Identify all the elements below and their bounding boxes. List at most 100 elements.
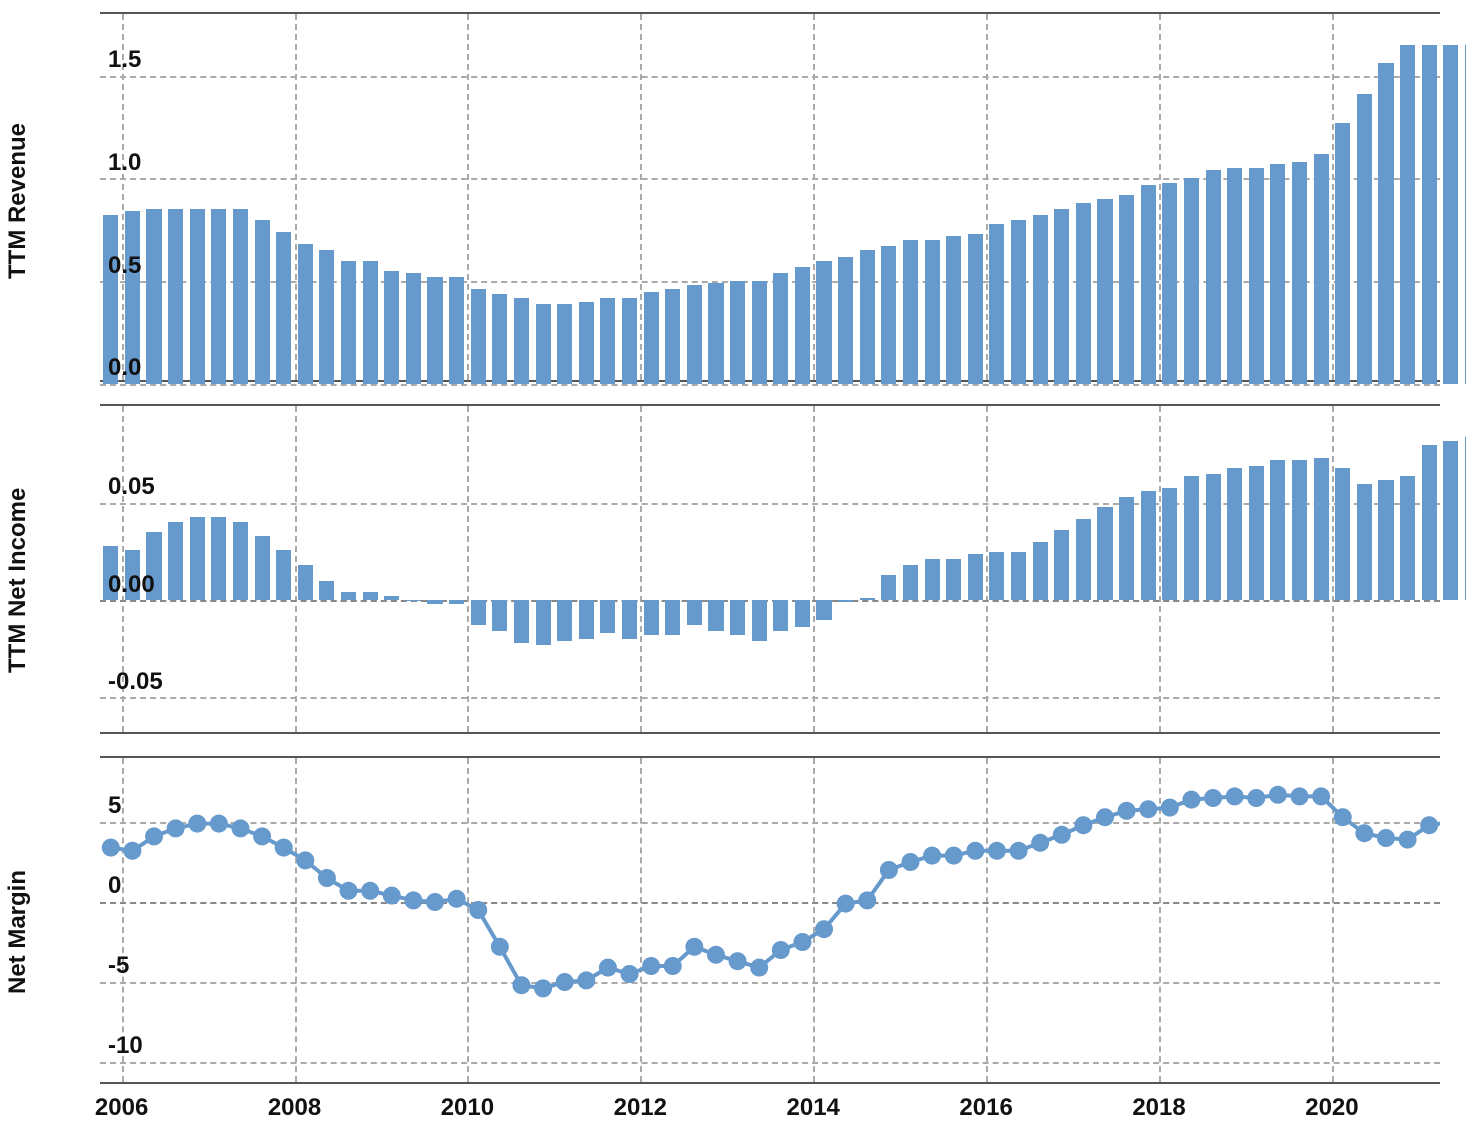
margin-marker [1226,787,1244,805]
net_income-bar [622,600,637,639]
revenue-bar [233,209,248,384]
net_income-bar [211,517,226,600]
margin-marker [1355,824,1373,842]
net_income-bar [795,600,810,627]
margin-marker [707,946,725,964]
revenue-y-title: TTM Revenue [4,123,32,279]
revenue-bar [1227,168,1242,384]
revenue-bar [687,285,702,384]
revenue-bar [708,283,723,384]
vgrid-line [640,14,642,380]
net_income-bar [665,600,680,635]
margin-marker [1334,808,1352,826]
y-tick-label: 0.05 [108,473,155,501]
vgrid-line [813,406,815,732]
net_income-bar [427,600,442,604]
net_income-bar [276,550,291,600]
revenue-bar [1206,170,1221,384]
revenue-bar [1011,220,1026,384]
vgrid-line [295,406,297,732]
margin-marker [1161,799,1179,817]
margin-marker [426,893,444,911]
net_income-bar [471,600,486,625]
margin-marker [556,973,574,991]
revenue-bar [1335,123,1350,384]
net_income-bar [773,600,788,631]
margin-marker [1139,800,1157,818]
revenue-bar [1076,203,1091,384]
net_income-bar [233,522,248,600]
margin-marker [102,839,120,857]
revenue-bar [536,304,551,384]
revenue-bar [1378,63,1393,384]
net_income-bar [752,600,767,641]
margin-marker [901,853,919,871]
revenue-bar [190,209,205,384]
margin-marker [340,882,358,900]
margin-marker [988,842,1006,860]
margin-marker [1269,786,1287,804]
net_income-bar [190,517,205,600]
revenue-bar [968,234,983,384]
net_income-bar [1011,552,1026,601]
revenue-bar [1097,199,1112,384]
margin-marker [469,901,487,919]
margin-marker [923,847,941,865]
margin-marker [1312,787,1330,805]
margin-marker [1204,789,1222,807]
net_income-bar [168,522,183,600]
revenue-bar [1270,164,1285,384]
vgrid-line [1159,406,1161,732]
margin-marker [750,959,768,977]
revenue-bar [730,281,745,384]
revenue-bar [1184,178,1199,384]
vgrid-line [467,14,469,380]
revenue-bar [946,236,961,384]
y-tick-label: 1.5 [108,46,141,74]
net_income-bar [384,596,399,600]
net_income-bar [838,600,853,602]
margin-marker [188,815,206,833]
x-tick-label: 2016 [946,1094,1026,1122]
net_income-panel [100,404,1440,734]
margin-marker [1247,789,1265,807]
net_income-bar [255,536,270,600]
net_income-bar [319,581,334,600]
net_income-bar [1141,491,1156,600]
net_income-bar [708,600,723,631]
revenue-bar [989,224,1004,384]
revenue-bar [1141,185,1156,384]
net_income-bar [1443,441,1458,600]
margin-marker [123,842,141,860]
revenue-bar [1119,195,1134,384]
revenue-bar [1033,215,1048,384]
net_income-bar [1270,460,1285,600]
revenue-bar [1422,45,1437,384]
margin-marker [664,957,682,975]
margin-marker [296,851,314,869]
net_income-bar [1314,458,1329,600]
net_income-bar [492,600,507,631]
margin-marker [729,952,747,970]
revenue-bar [1249,168,1264,384]
net_income-bar [687,600,702,625]
margin-marker [599,959,617,977]
margin-marker [1031,834,1049,852]
margin-marker [642,957,660,975]
margin-marker [793,933,811,951]
y-tick-label: 0.5 [108,252,141,280]
margin-marker [1074,816,1092,834]
net_income-bar [600,600,615,633]
revenue-bar [860,250,875,384]
revenue-bar [925,240,940,384]
net_income-bar [1249,466,1264,600]
margin-marker [231,819,249,837]
net_income-bar [514,600,529,643]
margin-marker [945,847,963,865]
margin-marker [491,938,509,956]
margin-marker [318,869,336,887]
vgrid-line [986,14,988,380]
vgrid-line [1332,14,1334,380]
net_income-bar [730,600,745,635]
net_income-bar [644,600,659,635]
